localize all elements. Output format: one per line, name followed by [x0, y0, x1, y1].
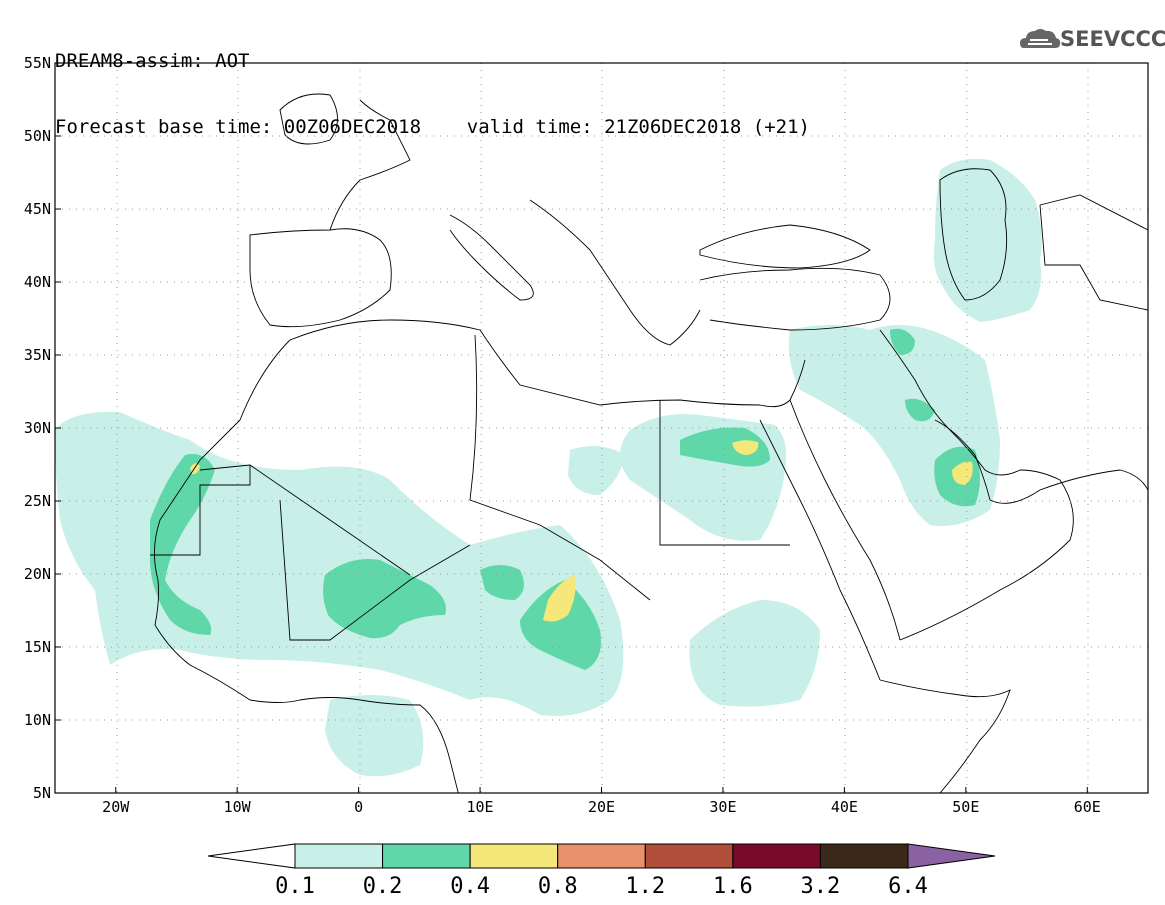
lat-tick-label: 5N: [33, 784, 51, 802]
colorbar-label: 0.8: [538, 874, 578, 899]
colorbar-label: 0.1: [275, 874, 315, 899]
colorbar-box: [382, 843, 471, 869]
aot-level-0.4: [190, 440, 973, 622]
logo-text: SEEVCCC: [1060, 27, 1165, 51]
lon-tick-label: 20W: [102, 798, 130, 816]
colorbar-label: 1.6: [713, 874, 753, 899]
lat-tick-label: 35N: [24, 346, 51, 364]
lon-tick-label: 50E: [952, 798, 979, 816]
colorbar-box: [644, 843, 734, 869]
lon-tick-label: 10E: [467, 798, 494, 816]
colorbar-label: 1.2: [625, 874, 665, 899]
longitude-axis: 20W 10W 0 10E 20E 30E 40E 50E 60E: [102, 787, 1101, 816]
colorbar-under-triangle: [207, 843, 296, 869]
colorbar-box: [557, 843, 646, 869]
latitude-axis: 55N 50N 45N 40N 35N 30N 25N 20N 15N 10N 5N: [24, 54, 61, 802]
lat-tick-label: 50N: [24, 127, 51, 145]
aot-level-0.2: [150, 328, 980, 670]
lon-tick-label: 40E: [831, 798, 858, 816]
lat-tick-label: 40N: [24, 273, 51, 291]
lat-tick-label: 15N: [24, 638, 51, 656]
lat-tick-label: 25N: [24, 492, 51, 510]
product-title: DREAM8-assim: AOT: [55, 50, 250, 72]
colorbar-box: [294, 843, 384, 869]
lon-tick-label: 60E: [1074, 798, 1101, 816]
colorbar-box: [469, 843, 559, 869]
cloud-logo-icon: [1020, 29, 1061, 48]
colorbar-box: [819, 843, 909, 869]
aot-field: [55, 158, 1042, 777]
lon-tick-label: 30E: [709, 798, 736, 816]
colorbar-box: [732, 843, 821, 869]
lat-tick-label: 30N: [24, 419, 51, 437]
lon-tick-label: 20E: [588, 798, 615, 816]
graticule: [55, 63, 1148, 793]
colorbar: 0.1 0.2 0.4 0.8 1.2 1.6 3.2 6.4: [207, 843, 996, 899]
coastlines: [150, 93, 1148, 793]
colorbar-label: 0.2: [363, 874, 403, 899]
forecast-times: Forecast base time: 00Z06DEC2018 valid t…: [55, 116, 810, 138]
colorbar-label: 6.4: [888, 874, 928, 899]
lat-tick-label: 45N: [24, 200, 51, 218]
lon-tick-label: 0: [354, 798, 363, 816]
lon-tick-label: 10W: [224, 798, 252, 816]
map-header: DREAM8-assim: AOT Forecast base time: 00…: [55, 6, 810, 160]
lat-tick-label: 55N: [24, 54, 51, 72]
colorbar-label: 0.4: [450, 874, 490, 899]
colorbar-label: 3.2: [801, 874, 841, 899]
lat-tick-label: 20N: [24, 565, 51, 583]
lat-tick-label: 10N: [24, 711, 51, 729]
colorbar-over-triangle: [907, 843, 996, 869]
